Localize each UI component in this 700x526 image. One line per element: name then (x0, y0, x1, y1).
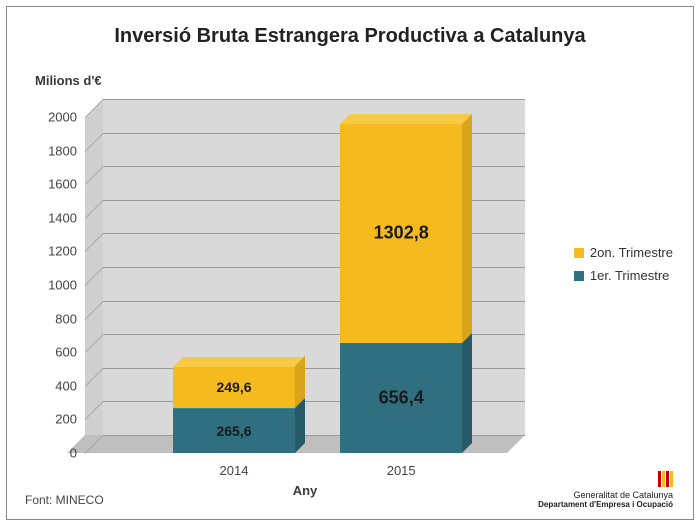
bar-segment: 656,4 (340, 343, 462, 453)
y-tick: 2000 (48, 110, 85, 125)
y-tick: 600 (55, 345, 85, 360)
legend-swatch-icon (574, 248, 584, 258)
y-tick: 800 (55, 311, 85, 326)
legend-label: 2on. Trimestre (590, 245, 673, 260)
y-tick: 1800 (48, 143, 85, 158)
logo-line1: Generalitat de Catalunya (538, 490, 673, 500)
y-tick: 400 (55, 378, 85, 393)
logo-line2: Departament d'Empresa i Ocupació (538, 500, 673, 509)
chart-frame: Inversió Bruta Estrangera Productiva a C… (6, 6, 694, 520)
y-axis-label: Milions d'€ (35, 73, 102, 88)
x-axis-label: Any (293, 453, 318, 498)
legend-item: 1er. Trimestre (574, 268, 673, 283)
plot-area: 0200400600800100012001400160018002000265… (85, 99, 525, 453)
chart-title: Inversió Bruta Estrangera Productiva a C… (7, 25, 693, 48)
bar-value-label: 656,4 (340, 387, 462, 408)
legend-label: 1er. Trimestre (590, 268, 669, 283)
bar-segment: 265,6 (173, 408, 295, 453)
y-tick: 1600 (48, 177, 85, 192)
legend-swatch-icon (574, 271, 584, 281)
y-tick: 1400 (48, 210, 85, 225)
bar-value-label: 265,6 (173, 423, 295, 439)
y-tick: 1000 (48, 278, 85, 293)
bar-segment: 1302,8 (340, 124, 462, 343)
legend-item: 2on. Trimestre (574, 245, 673, 260)
bar-value-label: 249,6 (173, 379, 295, 395)
gov-logo: Generalitat de Catalunya Departament d'E… (538, 470, 673, 509)
y-tick: 200 (55, 412, 85, 427)
bar-segment: 249,6 (173, 366, 295, 408)
source-label: Font: MINECO (25, 493, 104, 507)
logo-stripes-icon (657, 470, 673, 488)
x-tick: 2015 (387, 453, 416, 478)
y-tick: 1200 (48, 244, 85, 259)
legend: 2on. Trimestre 1er. Trimestre (574, 245, 673, 291)
bar-value-label: 1302,8 (340, 223, 462, 244)
y-tick: 0 (70, 446, 85, 461)
x-tick: 2014 (220, 453, 249, 478)
